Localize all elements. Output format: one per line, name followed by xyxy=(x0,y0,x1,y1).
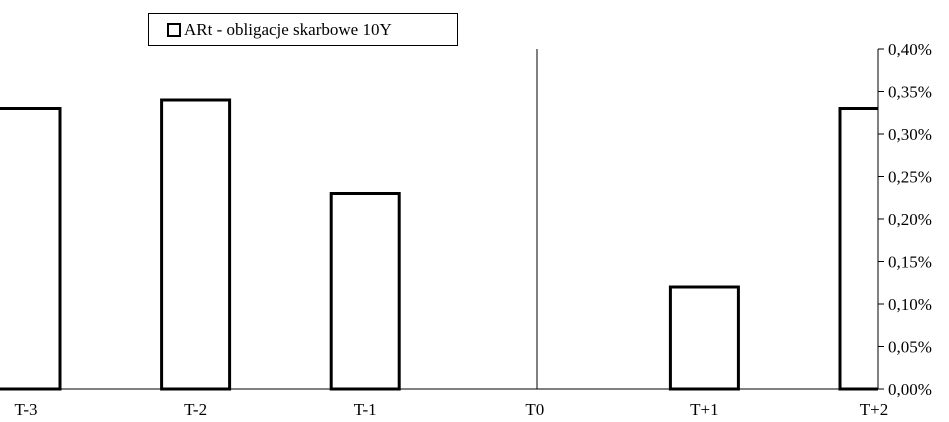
axes-group xyxy=(0,48,884,390)
x-tick-label: T+1 xyxy=(690,400,718,419)
x-tick-label: T0 xyxy=(525,400,544,419)
bar-T-1 xyxy=(329,192,401,391)
bar-T+2 xyxy=(838,107,878,391)
y-tick-label: 0,05% xyxy=(888,338,932,357)
bars-group xyxy=(0,98,878,391)
y-tick-labels: 0,00% 0,05% 0,10% 0,15% 0,20% 0,25% 0,30% 0,35%… xyxy=(888,40,932,399)
legend-swatch xyxy=(167,22,181,37)
bar-T+1 xyxy=(668,285,740,391)
x-tick-label: T-2 xyxy=(184,400,207,419)
y-tick-label: 0,30% xyxy=(888,125,932,144)
y-tick-label: 0,20% xyxy=(888,210,932,229)
x-tick-labels: T-3 T-2 T-1 T0 T+1 T+2 xyxy=(15,400,889,419)
x-tick-label: T-1 xyxy=(354,400,377,419)
y-tick-label: 0,15% xyxy=(888,253,932,272)
bar-T-3 xyxy=(0,107,62,391)
legend-label: ARt - obligacje skarbowe 10Y xyxy=(184,19,392,39)
x-tick-label: T-3 xyxy=(15,400,38,419)
y-tick-label: 0,35% xyxy=(888,83,932,102)
y-tick-label: 0,10% xyxy=(888,295,932,314)
x-tick-label: T+2 xyxy=(860,400,888,419)
y-tick-label: 0,40% xyxy=(888,40,932,59)
legend: ARt - obligacje skarbowe 10Y xyxy=(148,13,458,46)
bar-T-2 xyxy=(160,98,232,391)
y-tick-label: 0,00% xyxy=(888,380,932,399)
y-tick-label: 0,25% xyxy=(888,168,932,187)
